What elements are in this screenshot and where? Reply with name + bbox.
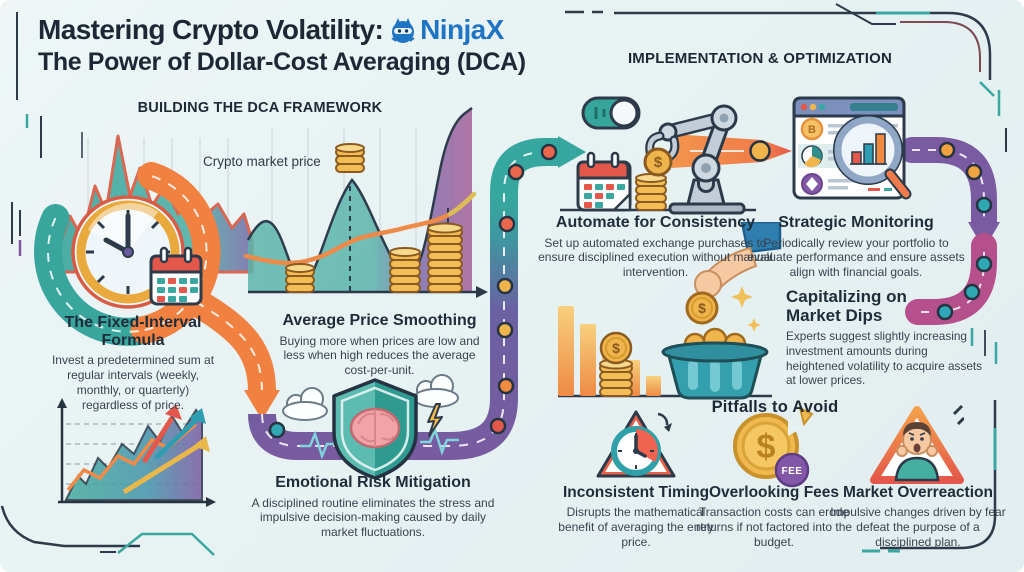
step-title: Average Price Smoothing <box>282 312 477 329</box>
step-body: Periodically review your portfolio to ev… <box>747 235 965 280</box>
lightning-icon <box>427 403 443 437</box>
ninja-icon <box>391 18 415 43</box>
pitfall-inconsistent-timing: Inconsistent Timing Disrupts the mathema… <box>552 484 720 550</box>
step-title: Strategic Monitoring <box>778 214 934 231</box>
pitfall-overlooking-fees: Overlooking Fees Transaction costs can e… <box>690 484 858 550</box>
ethereum-icon <box>801 173 823 195</box>
hand-basket-icon: $ <box>650 220 782 407</box>
title-line2: The Power of Dollar-Cost Averaging (DCA) <box>38 48 526 76</box>
svg-text:$: $ <box>757 428 776 466</box>
step-risk-mitigation: Emotional Risk Mitigation A disciplined … <box>248 474 498 540</box>
step-automate: Automate for Consistency Set up automate… <box>538 214 773 280</box>
pitfall-body: Transaction costs can erode returns if n… <box>695 505 853 549</box>
step-body: Buying more when prices are low and less… <box>279 333 480 378</box>
circuit-decoration-bottom-left <box>0 505 215 556</box>
circuit-decoration-right-edge <box>970 128 1007 364</box>
toggle-switch-icon <box>580 94 642 137</box>
step-body: Experts suggest slightly increasing inve… <box>786 329 983 388</box>
basket <box>661 327 769 400</box>
step-price-smoothing: Average Price Smoothing Buying more when… <box>272 312 487 378</box>
svg-text:FEE: FEE <box>782 466 803 477</box>
step-title: Automate for Consistency <box>555 214 756 231</box>
coin-stacks <box>285 143 463 293</box>
dca-wave-chart <box>243 107 488 298</box>
sparkle-icon <box>731 286 753 308</box>
monitoring-browser-icon: B <box>792 94 914 213</box>
schedule-calendar-icon <box>574 150 632 217</box>
pie-chart-icon <box>801 145 823 168</box>
step-body: A disciplined routine eliminates the str… <box>251 495 495 540</box>
pitfall-body: Disrupts the mathematical benefit of ave… <box>558 505 714 549</box>
page-title: Mastering Crypto Volatility: NinjaX <box>38 14 504 46</box>
step-fixed-interval: The Fixed-Interval Formula Invest a pred… <box>48 314 218 413</box>
step-body: Set up automated exchange purchases to e… <box>538 235 773 280</box>
flow-arrow-tip <box>558 136 586 168</box>
circuit-decoration-top-left <box>11 12 83 256</box>
svg-text:B: B <box>808 124 816 136</box>
svg-text:$: $ <box>698 300 706 316</box>
pitfall-title: Overlooking Fees <box>708 484 840 501</box>
step-title: Emotional Risk Mitigation <box>275 474 471 491</box>
step-market-dips: Capitalizing on Market Dips Experts sugg… <box>786 287 986 388</box>
step-body: Invest a predetermined sum at regular in… <box>51 353 215 412</box>
pitfall-title: Market Overreaction <box>843 484 993 501</box>
flow-orange-descender <box>188 289 280 420</box>
circuit-decoration-top-right <box>565 3 1001 116</box>
chart-label: Crypto market price <box>203 154 321 169</box>
growth-mini-chart <box>57 398 216 507</box>
pitfall-body: Impulsive changes driven by fear defeat … <box>830 505 1006 549</box>
fee-badge <box>774 452 810 488</box>
framework-section-heading: BUILDING THE DCA FRAMEWORK <box>137 100 383 116</box>
storm-clouds <box>282 374 459 437</box>
inconsistent-timing-icon <box>592 406 682 493</box>
ekg-line-right <box>420 426 459 456</box>
market-overreaction-icon <box>870 402 966 495</box>
brand-logo: NinjaX <box>389 14 504 46</box>
bitcoin-icon <box>800 117 824 141</box>
circuit-decoration-bottom-right <box>862 400 997 553</box>
implementation-section-heading: IMPLEMENTATION & OPTIMIZATION <box>627 50 893 67</box>
average-cost-line <box>243 211 453 266</box>
overlooking-fees-icon: $ FEE <box>728 404 814 495</box>
milestone-dots <box>268 143 558 439</box>
pitfalls-heading: Pitfalls to Avoid <box>711 398 839 416</box>
declining-bars-chart: $ <box>558 306 661 397</box>
flow-ring <box>34 162 221 346</box>
brand-name: NinjaX <box>420 14 504 45</box>
pitfall-market-overreaction: Market Overreaction Impulsive changes dr… <box>828 484 1008 550</box>
ekg-line-left <box>300 430 339 460</box>
shield-brain-icon <box>328 376 422 487</box>
robot-arm-icon: $ <box>622 92 772 221</box>
step-title: Capitalizing on Market Dips <box>786 287 907 325</box>
calendar-icon <box>148 246 204 313</box>
pitfall-title: Inconsistent Timing <box>562 484 710 501</box>
step-monitoring: Strategic Monitoring Periodically review… <box>742 214 970 280</box>
flow-main-road <box>248 136 586 460</box>
title-line1: Mastering Crypto Volatility: <box>38 14 384 45</box>
flow-right-road <box>899 137 1000 325</box>
dollar-glyph: $ <box>654 154 663 171</box>
dollar-glyph: $ <box>612 340 620 356</box>
magnifier-icon <box>833 115 912 200</box>
step-title: The Fixed-Interval Formula <box>64 314 202 349</box>
